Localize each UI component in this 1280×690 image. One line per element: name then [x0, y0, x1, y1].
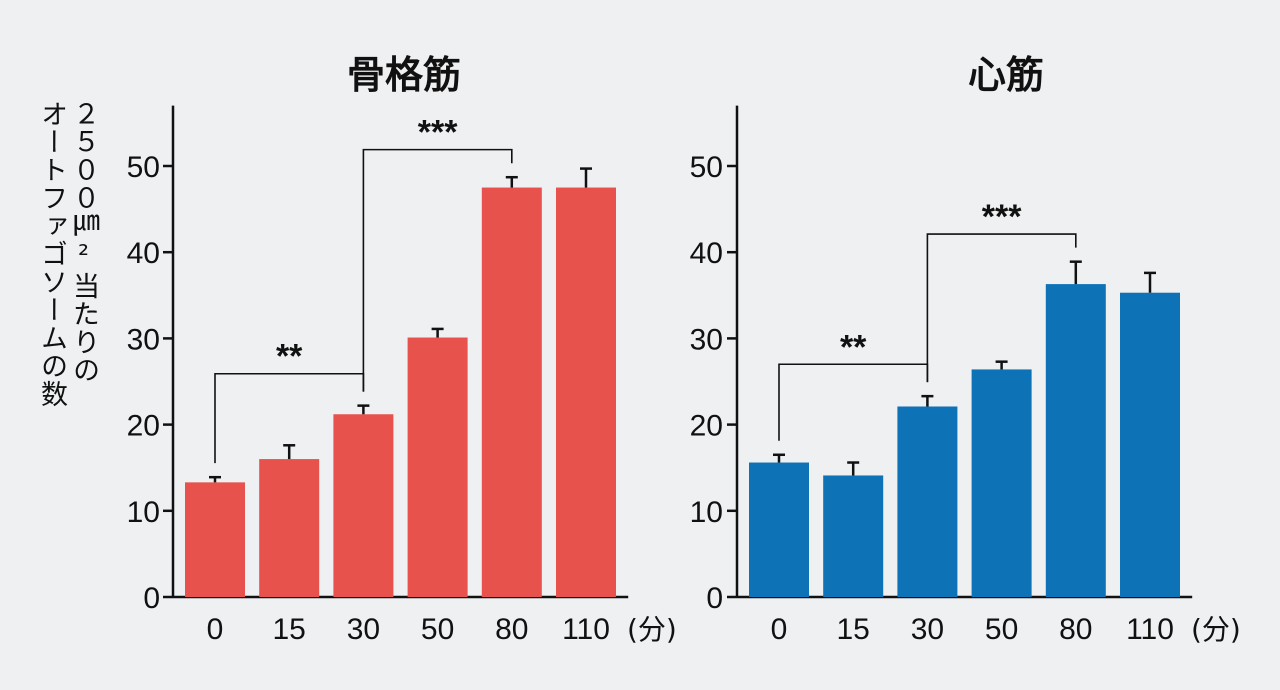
chart-title-skeletal: 骨格筋 [347, 53, 462, 97]
y-tick-label: 20 [127, 410, 160, 443]
y-tick-label: 20 [690, 410, 723, 443]
x-tick-label: 15 [273, 613, 306, 646]
y-tick-label: 10 [127, 496, 160, 529]
x-tick-label: 15 [837, 613, 870, 646]
x-tick-label: 30 [347, 613, 380, 646]
bar [971, 369, 1032, 597]
y-tick-label: 30 [127, 323, 160, 356]
y-axis-label-line-2: オートファゴソームの数 [36, 100, 67, 408]
x-unit-label: (分) [1191, 613, 1241, 646]
x-unit-label: (分) [627, 613, 677, 646]
y-tick-label: 0 [706, 582, 723, 615]
significance-bracket [362, 148, 513, 392]
bar [481, 187, 542, 598]
x-tick-label: 50 [421, 613, 454, 646]
x-tick-label: 110 [1126, 613, 1174, 646]
chart-title-cardiac: 心筋 [968, 53, 1045, 97]
significance-label: *** [418, 114, 458, 152]
x-tick-label: 50 [985, 613, 1018, 646]
x-tick-label: 30 [911, 613, 944, 646]
y-tick-label: 0 [143, 582, 160, 615]
significance-bracket [926, 233, 1077, 383]
significance-label: *** [982, 198, 1022, 236]
x-tick-label: 80 [1059, 613, 1092, 646]
bar [407, 337, 468, 597]
bar [556, 187, 616, 598]
y-tick-label: 30 [690, 323, 723, 356]
y-tick-label: 50 [690, 151, 723, 184]
bar [259, 459, 320, 597]
y-tick-label: 40 [690, 237, 723, 270]
x-tick-label: 80 [495, 613, 528, 646]
y-tick-label: 10 [690, 496, 723, 529]
y-tick-label: 50 [127, 151, 160, 184]
significance-label: ** [840, 328, 867, 366]
bar [1045, 284, 1106, 597]
bar [823, 475, 884, 597]
bar [333, 414, 394, 597]
bar [897, 406, 958, 597]
x-tick-label: 110 [562, 613, 610, 646]
bar [1120, 292, 1180, 597]
bar [185, 482, 245, 597]
y-tick-label: 40 [127, 237, 160, 270]
x-tick-label: 0 [207, 613, 224, 646]
y-axis-label-line-1: ２５００㎛²当たりの [68, 100, 99, 384]
significance-label: ** [276, 338, 303, 376]
x-tick-label: 0 [771, 613, 788, 646]
bar [749, 462, 809, 597]
